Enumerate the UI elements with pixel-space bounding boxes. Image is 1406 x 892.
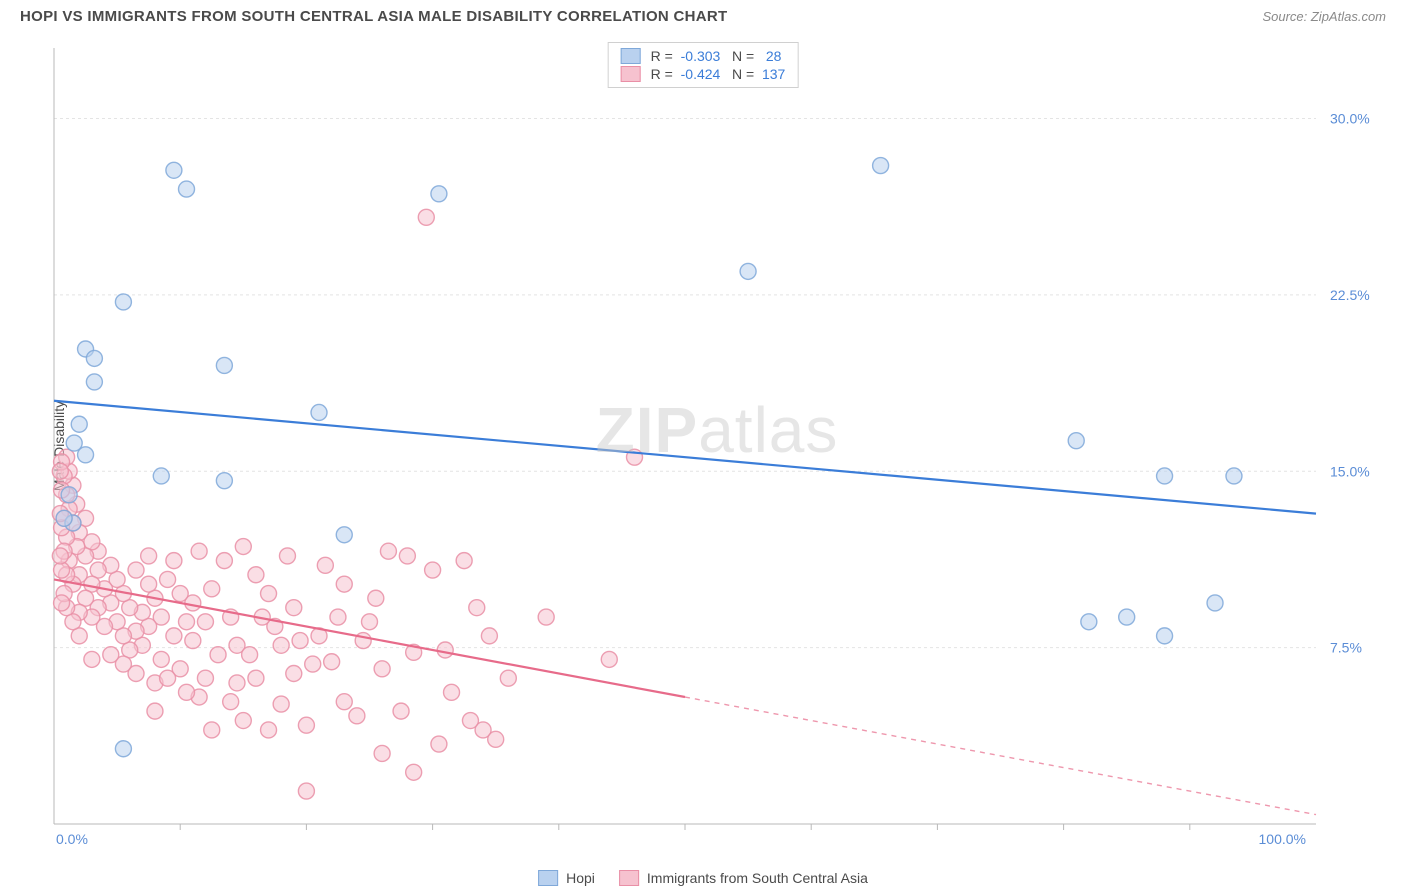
source-label: Source: ZipAtlas.com	[1262, 9, 1386, 24]
svg-text:22.5%: 22.5%	[1330, 287, 1370, 303]
correlation-legend: R = -0.303 N = 28 R = -0.424 N = 137	[608, 42, 799, 88]
legend-row-immigrants: R = -0.424 N = 137	[621, 65, 786, 83]
chart-area: 7.5%15.0%22.5%30.0%0.0%100.0% ZIPatlas	[48, 40, 1386, 852]
series-legend: Hopi Immigrants from South Central Asia	[538, 870, 868, 886]
legend-swatch-icon	[621, 48, 641, 64]
svg-text:15.0%: 15.0%	[1330, 463, 1370, 479]
svg-text:30.0%: 30.0%	[1330, 111, 1370, 127]
svg-text:0.0%: 0.0%	[56, 831, 88, 847]
legend-item-immigrants: Immigrants from South Central Asia	[619, 870, 868, 886]
legend-item-hopi: Hopi	[538, 870, 595, 886]
chart-title: HOPI VS IMMIGRANTS FROM SOUTH CENTRAL AS…	[20, 8, 728, 25]
legend-row-hopi: R = -0.303 N = 28	[621, 47, 786, 65]
scatter-chart: 7.5% 15.0% 22.5% 30.0% 0.0% 100.0%	[48, 40, 1386, 852]
legend-swatch-icon	[619, 870, 639, 886]
svg-text:100.0%: 100.0%	[1259, 831, 1306, 847]
legend-swatch-icon	[538, 870, 558, 886]
legend-swatch-icon	[621, 66, 641, 82]
svg-text:7.5%: 7.5%	[1330, 640, 1362, 656]
